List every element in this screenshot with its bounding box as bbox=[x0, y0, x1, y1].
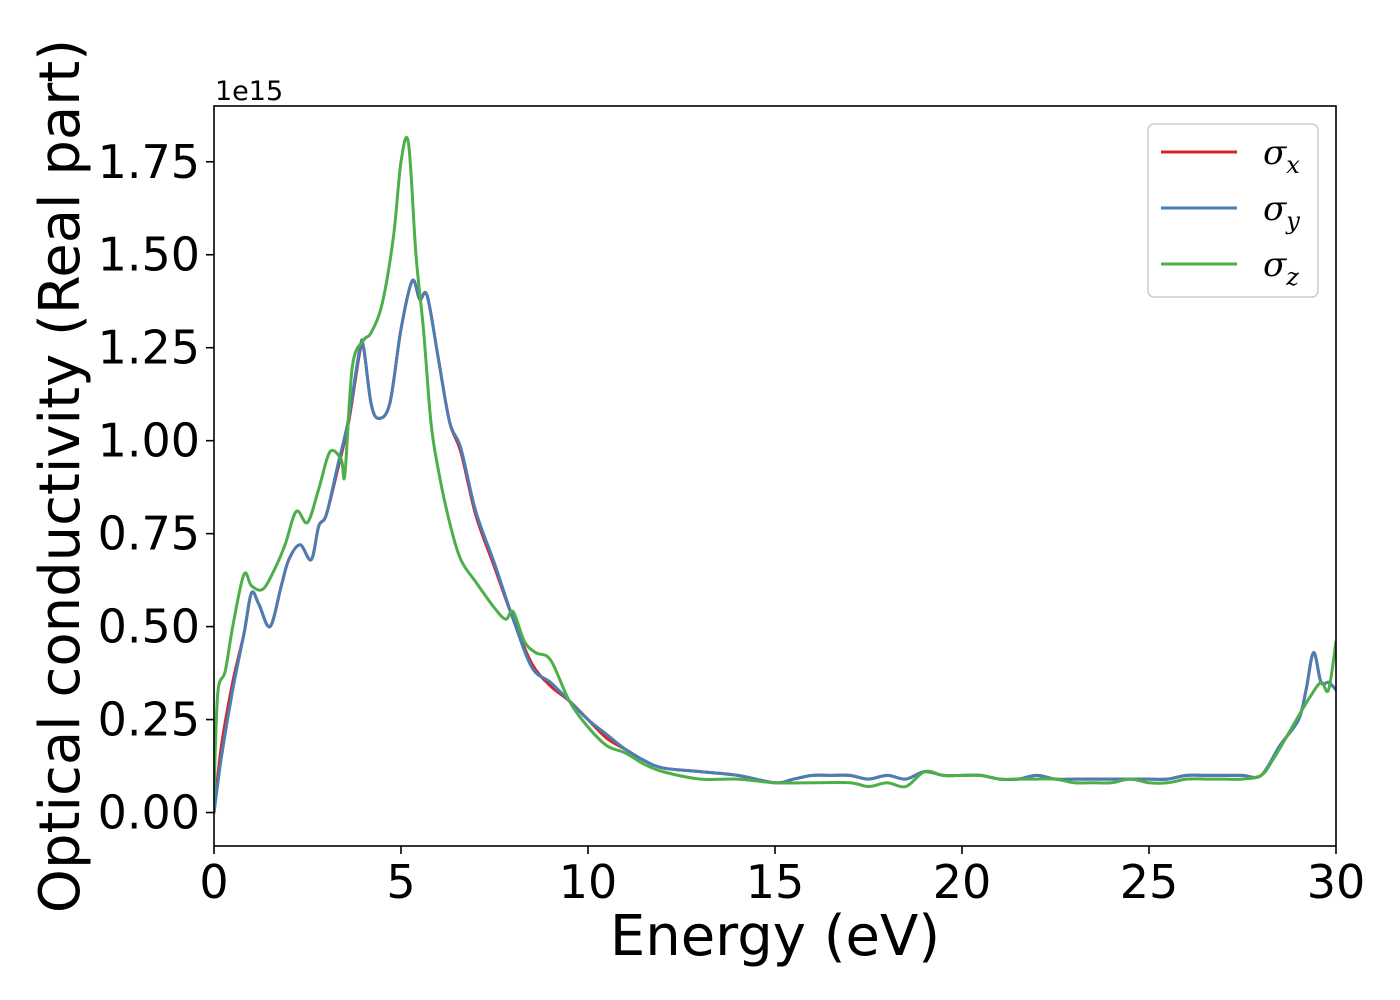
x-axis-title: Energy (eV) bbox=[610, 904, 940, 969]
y-tick-label: 0.25 bbox=[98, 693, 200, 747]
y-axis-title: Optical conductivity (Real part) bbox=[28, 39, 93, 913]
x-tick-label: 25 bbox=[1120, 855, 1179, 909]
x-tick-label: 15 bbox=[746, 855, 805, 909]
y-tick-label: 1.75 bbox=[98, 135, 200, 189]
x-axis-ticks: 0 5 10 15 20 25 30 bbox=[199, 846, 1365, 909]
y-tick-label: 0.75 bbox=[98, 507, 200, 561]
x-tick-label: 0 bbox=[199, 855, 228, 909]
y-tick-label: 1.00 bbox=[98, 414, 200, 468]
legend-label: σz bbox=[1263, 245, 1299, 291]
legend-entry-z: σz bbox=[1161, 245, 1299, 291]
series-layer bbox=[214, 135, 1336, 815]
legend: σx σy σz bbox=[1147, 123, 1319, 298]
y-axis-ticks: 0.00 0.25 0.50 0.75 1.00 1.25 1.50 1.75 bbox=[98, 135, 214, 840]
legend-label: σy bbox=[1263, 189, 1300, 235]
y-tick-label: 0.00 bbox=[98, 786, 200, 840]
legend-label: σx bbox=[1263, 133, 1300, 179]
series-line-z bbox=[214, 135, 1336, 796]
x-tick-label: 5 bbox=[386, 855, 415, 909]
x-tick-label: 20 bbox=[933, 855, 992, 909]
y-offset-label: 1e15 bbox=[215, 76, 283, 107]
x-tick-label: 30 bbox=[1307, 855, 1366, 909]
legend-entry-y: σy bbox=[1161, 189, 1300, 235]
legend-box bbox=[1147, 123, 1319, 298]
legend-entry-x: σx bbox=[1161, 133, 1300, 179]
y-tick-label: 0.50 bbox=[98, 600, 200, 654]
y-tick-label: 1.50 bbox=[98, 228, 200, 282]
legend-items: σx σy σz bbox=[1161, 133, 1300, 291]
y-tick-label: 1.25 bbox=[98, 321, 200, 375]
series-line-y bbox=[214, 278, 1336, 815]
x-tick-label: 10 bbox=[559, 855, 618, 909]
